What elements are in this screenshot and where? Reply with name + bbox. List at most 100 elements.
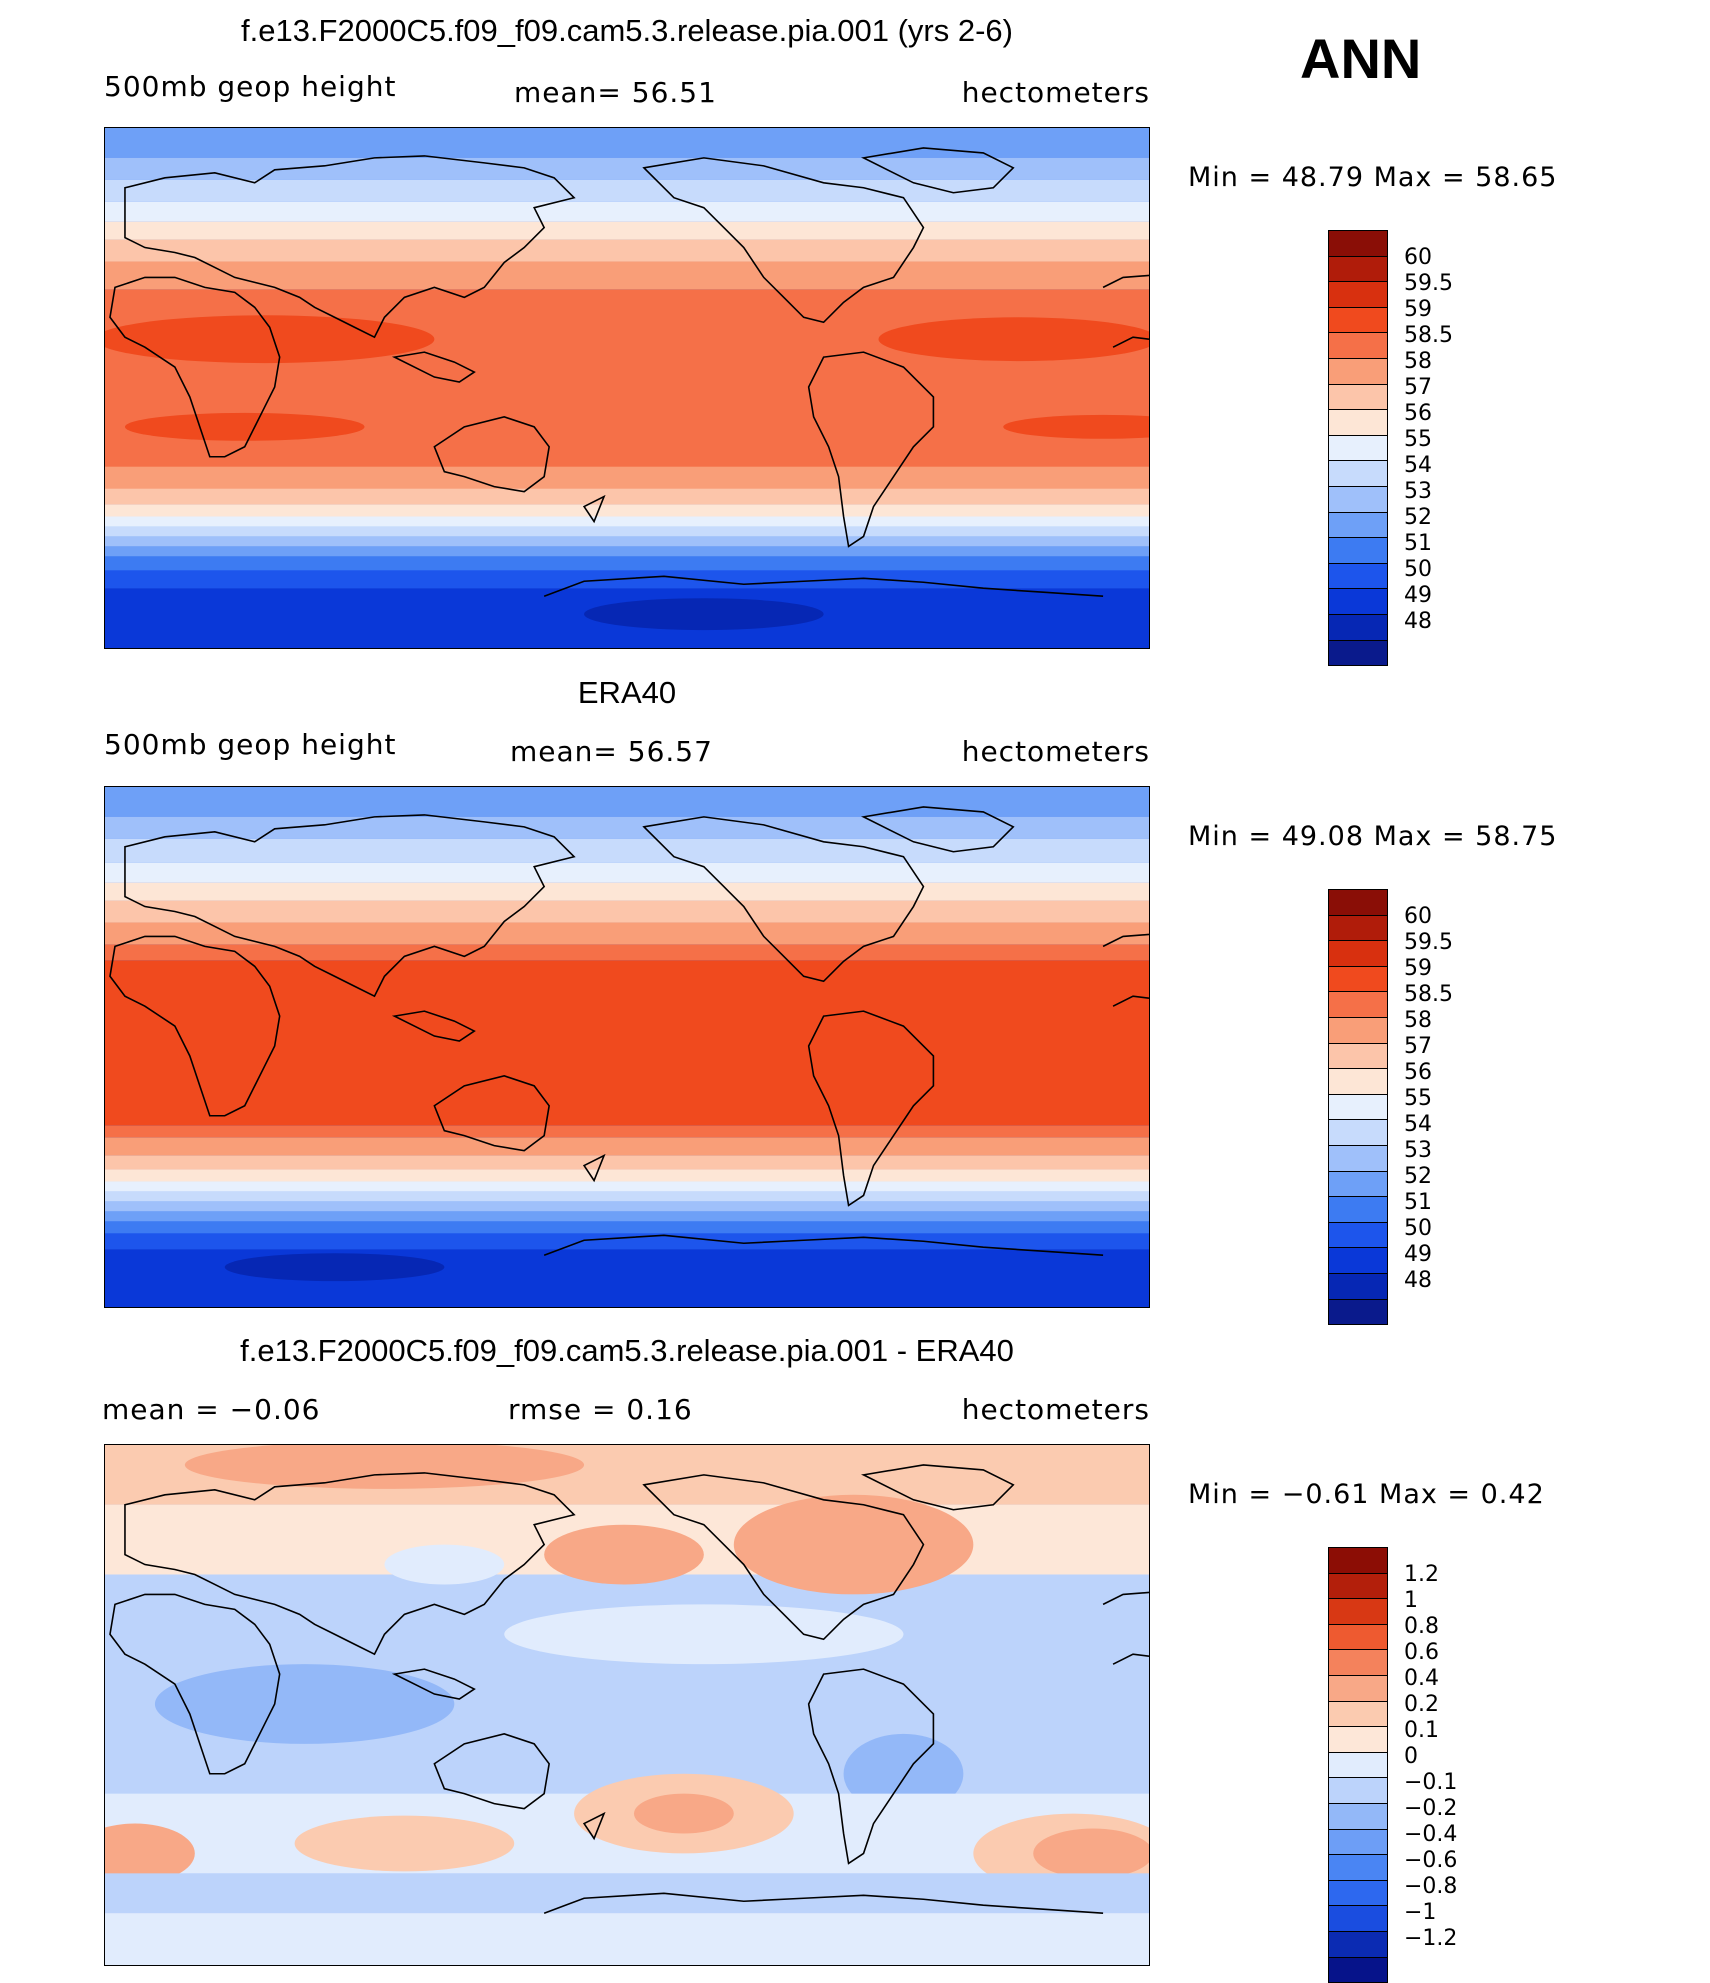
colorbar-1-label-14: 48 bbox=[1404, 609, 1432, 634]
coast-new-zealand bbox=[582, 494, 606, 524]
colorbar-swatch bbox=[1328, 1649, 1388, 1676]
blob-4 bbox=[1003, 414, 1149, 439]
colorbar-1-label-10: 52 bbox=[1404, 505, 1432, 530]
coast-north-america bbox=[642, 157, 925, 324]
panel-3-rmse-label: rmse = 0.16 bbox=[508, 1393, 693, 1426]
colorbar-swatch bbox=[1328, 940, 1388, 967]
coast-africa bbox=[109, 276, 281, 458]
colorbar-swatch bbox=[1328, 1675, 1388, 1702]
colorbar-1-label-4: 58 bbox=[1404, 349, 1432, 374]
panel-3-contours bbox=[105, 1445, 1149, 1965]
colorbar-swatch bbox=[1328, 1119, 1388, 1146]
band-9 bbox=[105, 466, 1149, 489]
colorbar-swatch bbox=[1328, 1042, 1388, 1070]
colorbar-3-label-12: −0.8 bbox=[1404, 1874, 1458, 1899]
colorbar-swatch bbox=[1328, 1196, 1388, 1223]
colorbar-swatch bbox=[1328, 1068, 1388, 1095]
colorbar-swatch bbox=[1328, 1017, 1388, 1044]
coast-eurasia bbox=[124, 155, 576, 339]
coast-antarctica bbox=[543, 575, 1104, 597]
band-8 bbox=[105, 944, 1149, 961]
coast-greenland bbox=[860, 1464, 1015, 1511]
colorbar-swatch bbox=[1328, 588, 1388, 615]
coast-west-africa bbox=[1112, 1653, 1149, 1665]
panel-1-minmax: Min = 48.79 Max = 58.65 bbox=[1188, 162, 1558, 193]
colorbar-swatch bbox=[1328, 614, 1388, 641]
colorbar-swatch bbox=[1328, 1221, 1388, 1249]
colorbar-swatch bbox=[1328, 1854, 1388, 1881]
band-16 bbox=[105, 556, 1149, 571]
panel-1-variable-label: 500mb geop height bbox=[104, 70, 397, 103]
colorbar-swatch bbox=[1328, 1572, 1388, 1600]
colorbar-swatch bbox=[1328, 1170, 1388, 1198]
colorbar-2-label-10: 52 bbox=[1404, 1164, 1432, 1189]
colorbar-2-label-7: 55 bbox=[1404, 1086, 1432, 1111]
colorbar-2-label-14: 48 bbox=[1404, 1268, 1432, 1293]
coast-greenland bbox=[860, 147, 1015, 194]
colorbar-swatch bbox=[1328, 1828, 1388, 1856]
colorbar-3-label-1: 1 bbox=[1404, 1588, 1418, 1613]
band-14 bbox=[105, 536, 1149, 547]
diff-blob-1 bbox=[184, 1445, 585, 1489]
band-1 bbox=[105, 128, 1149, 158]
colorbar-swatch bbox=[1328, 889, 1388, 916]
colorbar-swatch bbox=[1328, 991, 1388, 1018]
colorbar-2-label-4: 58 bbox=[1404, 1008, 1432, 1033]
colorbar-3-label-5: 0.2 bbox=[1404, 1692, 1439, 1717]
panel-3-coastlines bbox=[109, 1464, 1149, 1914]
colorbar-swatch bbox=[1328, 965, 1388, 993]
coast-africa bbox=[109, 1593, 281, 1775]
colorbar-swatch bbox=[1328, 1273, 1388, 1300]
coast-antarctica bbox=[543, 1234, 1104, 1256]
colorbar-swatch bbox=[1328, 1726, 1388, 1753]
band-10 bbox=[105, 1125, 1149, 1138]
band-1 bbox=[105, 787, 1149, 817]
band-2 bbox=[105, 816, 1149, 839]
colorbar-swatch bbox=[1328, 1700, 1388, 1728]
diff-band-5 bbox=[105, 1873, 1149, 1914]
colorbar-3-label-11: −0.6 bbox=[1404, 1848, 1458, 1873]
diff-band-6 bbox=[105, 1913, 1149, 1965]
band-7 bbox=[105, 922, 1149, 945]
diff-blob-3 bbox=[733, 1494, 974, 1595]
colorbar-1-label-6: 56 bbox=[1404, 401, 1432, 426]
colorbar-swatch bbox=[1328, 230, 1388, 257]
coast-australia bbox=[433, 1075, 550, 1152]
colorbar-swatch bbox=[1328, 1093, 1388, 1121]
panel-3-map bbox=[104, 1444, 1150, 1966]
colorbar-1-label-8: 54 bbox=[1404, 453, 1432, 478]
panel-2-contours bbox=[105, 787, 1149, 1307]
blob-1 bbox=[105, 315, 435, 364]
colorbar-3-label-6: 0.1 bbox=[1404, 1718, 1439, 1743]
band-3 bbox=[105, 179, 1149, 202]
colorbar-2-label-3: 58.5 bbox=[1404, 982, 1453, 1007]
diff-blob-13 bbox=[105, 1823, 195, 1884]
coast-new-zealand bbox=[582, 1811, 606, 1841]
coast-north-america bbox=[642, 1474, 925, 1641]
panel-3-units-label: hectometers bbox=[961, 1393, 1150, 1426]
panel-3-minmax: Min = −0.61 Max = 0.42 bbox=[1188, 1479, 1545, 1510]
coast-indonesia bbox=[391, 351, 476, 383]
diff-blob-6 bbox=[154, 1664, 455, 1744]
coast-indonesia bbox=[391, 1010, 476, 1042]
blob-3 bbox=[124, 412, 365, 441]
colorbar-2-label-9: 53 bbox=[1404, 1138, 1432, 1163]
diff-blob-2 bbox=[544, 1524, 704, 1585]
band-12 bbox=[105, 516, 1149, 527]
coast-africa bbox=[109, 935, 281, 1117]
band-6 bbox=[105, 239, 1149, 262]
colorbar-3-label-0: 1.2 bbox=[1404, 1562, 1439, 1587]
panel-1-title: f.e13.F2000C5.f09_f09.cam5.3.release.pia… bbox=[240, 13, 1013, 48]
band-15 bbox=[105, 1191, 1149, 1202]
diff-blob-4 bbox=[384, 1544, 505, 1585]
coast-eurasia bbox=[124, 1472, 576, 1656]
colorbar-2-label-0: 60 bbox=[1404, 904, 1432, 929]
panel-2-minmax: Min = 49.08 Max = 58.75 bbox=[1188, 821, 1558, 852]
panel-3-mean-label: mean = −0.06 bbox=[102, 1393, 321, 1426]
blob-5 bbox=[584, 598, 824, 631]
season-label: ANN bbox=[1300, 27, 1422, 90]
band-19 bbox=[105, 1233, 1149, 1250]
panel-1-mean-label: mean= 56.51 bbox=[514, 76, 717, 109]
colorbar-swatch bbox=[1328, 1751, 1388, 1779]
coast-antarctica bbox=[543, 1892, 1104, 1914]
